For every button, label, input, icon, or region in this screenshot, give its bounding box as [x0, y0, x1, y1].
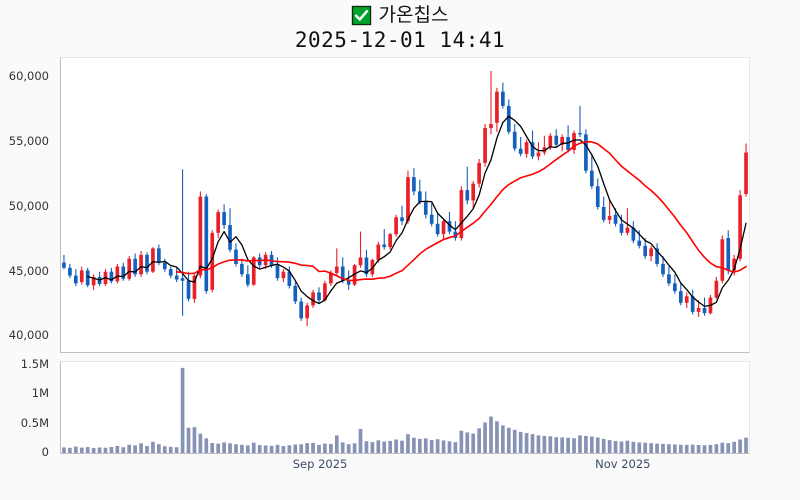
chart-subtitle-row: 2025-12-01 14:41 [0, 28, 800, 52]
price-tick-label: 60,000 [8, 69, 49, 84]
timestamp-label: 2025-12-01 14:41 [294, 28, 506, 52]
green-check-icon [351, 5, 371, 25]
volume-tick-label: 1.5M [20, 356, 49, 371]
chart-title-row: 가온칩스 [0, 2, 800, 28]
page-title: 가온칩스 [378, 3, 449, 26]
price-tick-label: 55,000 [8, 134, 49, 149]
volume-series-svg [62, 367, 748, 453]
volume-bar-plot [60, 361, 750, 454]
price-series-svg [62, 70, 748, 327]
price-tick-label: 40,000 [8, 328, 49, 343]
volume-tick-label: 0.5M [20, 415, 49, 430]
date-tick-label: Sep 2025 [292, 457, 348, 471]
price-tick-label: 45,000 [8, 263, 49, 278]
volume-tick-label: 0 [41, 445, 49, 459]
price-tick-label: 50,000 [8, 198, 49, 213]
price-candlestick-plot [60, 57, 750, 353]
date-tick-label: Nov 2025 [595, 457, 651, 471]
price-axis: 40,000 45,000 50,000 55,000 60,000 [0, 57, 55, 353]
volume-axis: 0 0.5M 1M 1.5M [0, 357, 55, 459]
volume-tick-label: 1M [31, 386, 49, 401]
